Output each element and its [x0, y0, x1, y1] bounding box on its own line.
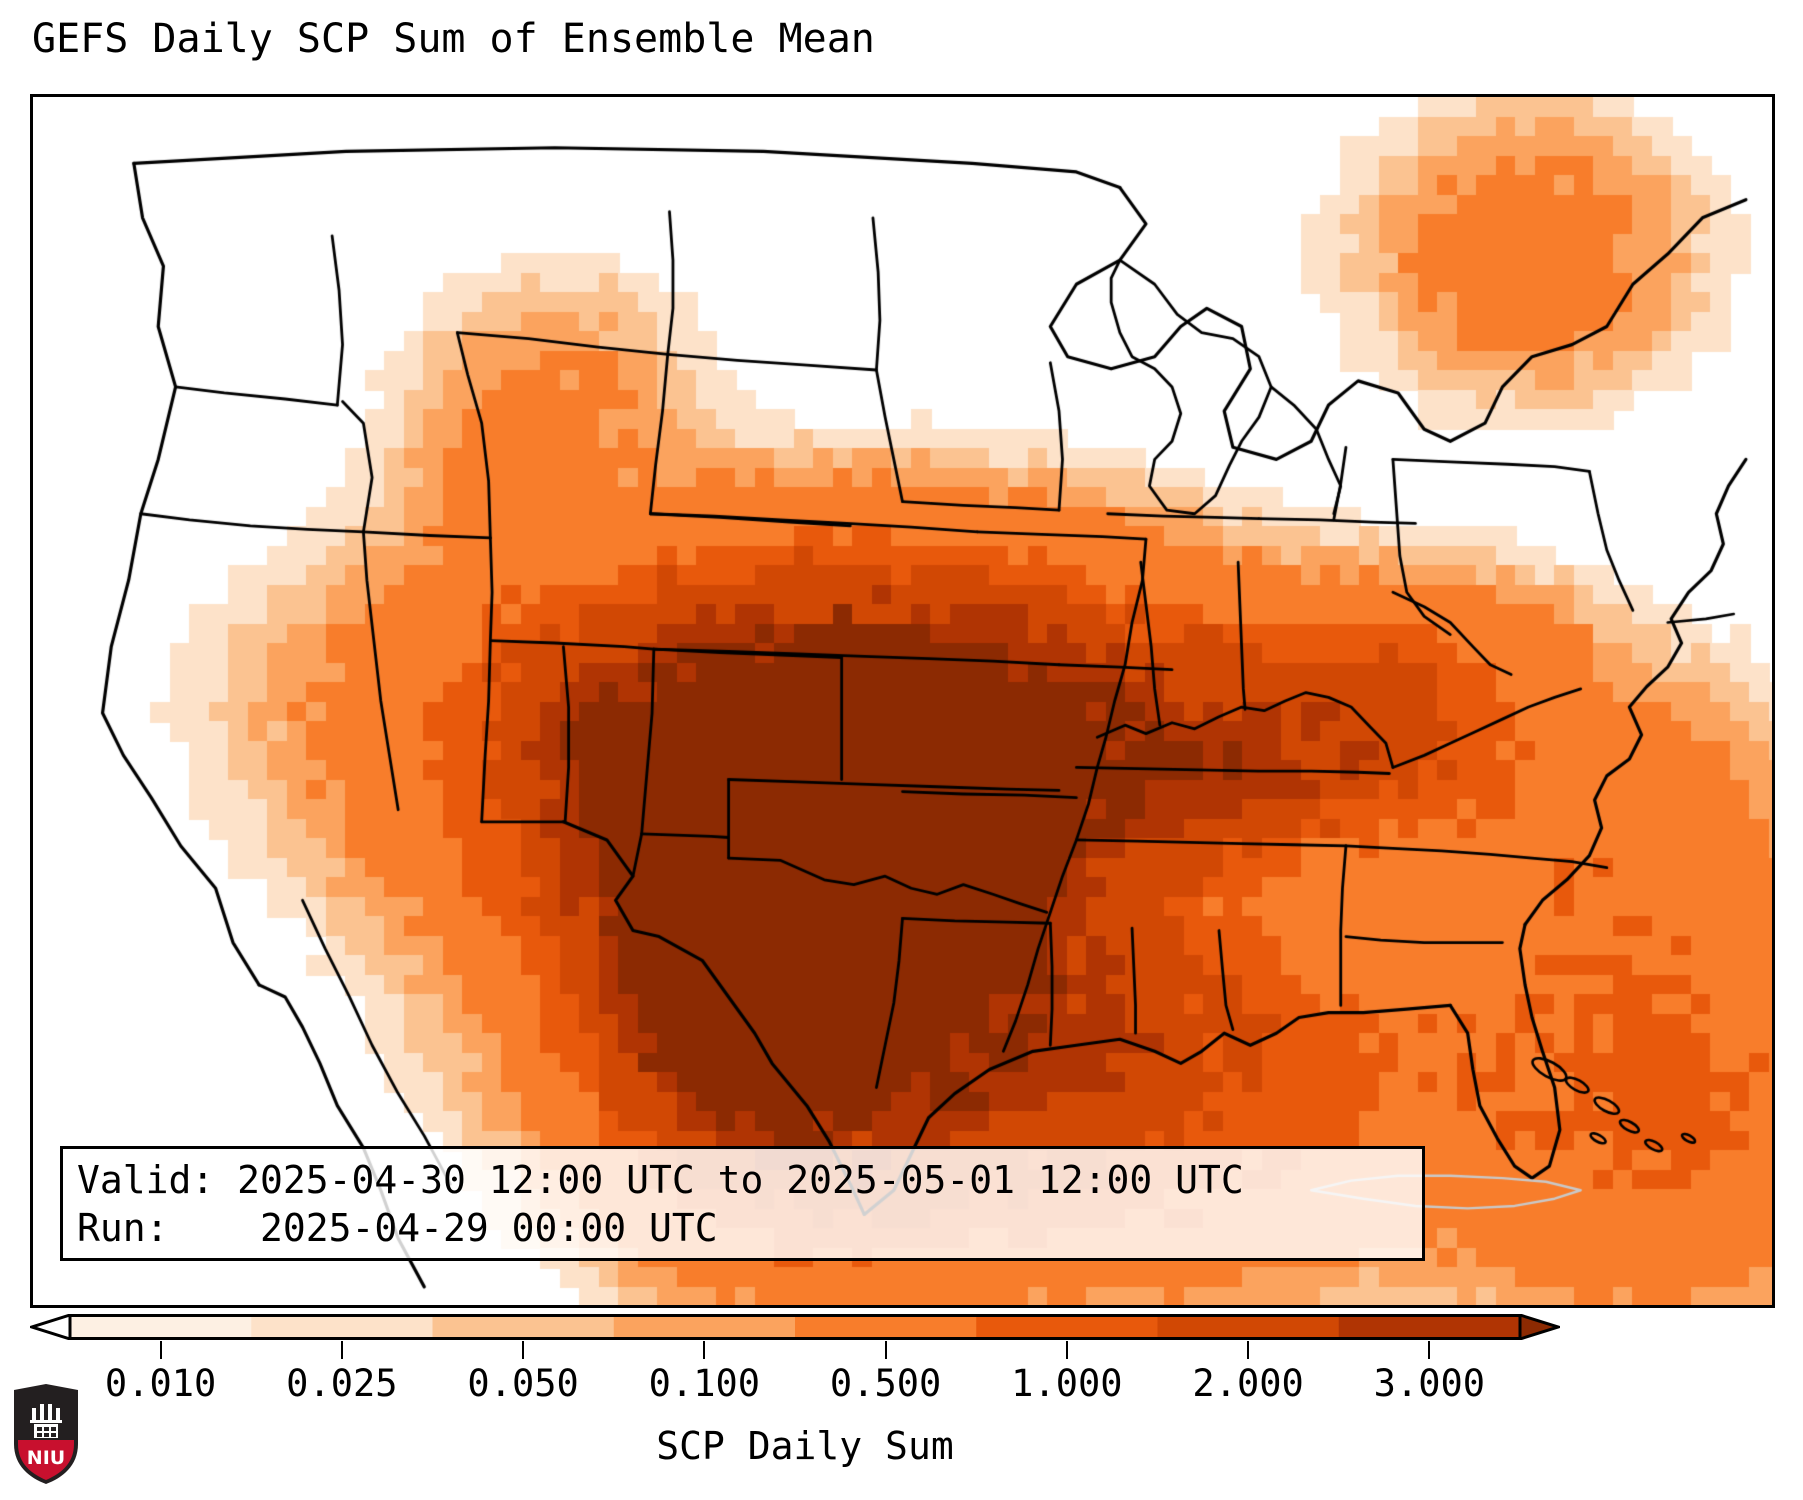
- colorbar-tick: [1065, 1341, 1068, 1359]
- run-time-text: Run: 2025-04-29 00:00 UTC: [77, 1206, 718, 1250]
- colorbar-tick-label: 1.000: [1011, 1362, 1123, 1405]
- colorbar-tick-label: 3.000: [1373, 1362, 1486, 1405]
- colorbar-tick-label: 2.000: [1192, 1362, 1304, 1405]
- colorbar-tick: [340, 1341, 343, 1359]
- valid-time-text: Valid: 2025-04-30 12:00 UTC to 2025-05-0…: [77, 1158, 1244, 1202]
- colorbar-tick: [884, 1341, 887, 1359]
- colorbar-tick: [522, 1341, 525, 1359]
- colorbar-tick: [1247, 1341, 1250, 1359]
- colorbar-swatches: [30, 1314, 1560, 1340]
- annotation-box: Valid: 2025-04-30 12:00 UTC to 2025-05-0…: [60, 1146, 1425, 1261]
- colorbar-tick-label: 0.025: [286, 1362, 398, 1405]
- colorbar-tick: [1428, 1341, 1431, 1359]
- scp-heatmap-canvas: [33, 97, 1772, 1305]
- page-title: GEFS Daily SCP Sum of Ensemble Mean: [32, 16, 875, 62]
- colorbar-axis-label: SCP Daily Sum: [656, 1424, 954, 1468]
- colorbar-tick: [159, 1341, 162, 1359]
- colorbar-tick: [703, 1341, 706, 1359]
- colorbar-tick-label: 0.050: [467, 1362, 579, 1405]
- colorbar-tick-label: 0.100: [648, 1362, 761, 1405]
- map-axes: [30, 94, 1775, 1308]
- niu-logo-text: NIU: [27, 1447, 65, 1469]
- niu-logo: NIU: [14, 1384, 78, 1484]
- colorbar-tick-label: 0.010: [104, 1362, 217, 1405]
- colorbar-tick-label: 0.500: [829, 1362, 942, 1405]
- colorbar: [30, 1314, 1560, 1340]
